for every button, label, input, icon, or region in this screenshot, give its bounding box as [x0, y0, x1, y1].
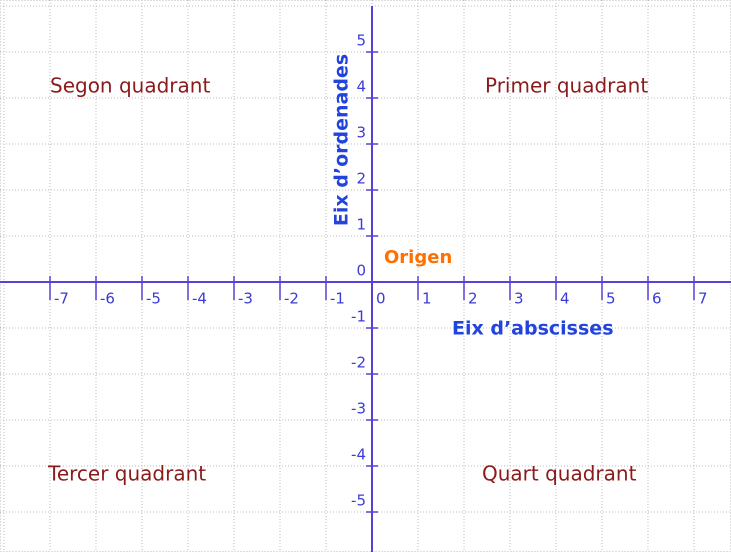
- origin-label: Origen: [384, 247, 452, 268]
- x-tick-label: 2: [468, 290, 478, 308]
- y-tick-label: 5: [356, 32, 366, 50]
- quadrant-label: Segon quadrant: [50, 74, 210, 98]
- y-tick-label: -2: [351, 354, 366, 372]
- x-tick-label: 7: [698, 290, 708, 308]
- y-tick-label: -1: [351, 308, 366, 326]
- x-tick-label: -4: [192, 290, 207, 308]
- x-tick-label: -6: [100, 290, 115, 308]
- x-tick-label: -3: [238, 290, 253, 308]
- x-tick-label: 1: [422, 290, 432, 308]
- ticks: -7 -6 -5 -4 -3 -2 -1 0 1 2 3 4 5 6 7 -5 -4 -3 -2 -1 0 1 2 3 4 5: [49, 32, 708, 513]
- x-tick-label: 5: [606, 290, 616, 308]
- y-tick-label: 3: [356, 124, 366, 142]
- quadrant-label: Primer quadrant: [485, 74, 648, 98]
- y-axis-label: Eix d’ordenades: [331, 54, 353, 226]
- x-tick-label: -2: [284, 290, 299, 308]
- x-tick-label: 3: [514, 290, 524, 308]
- x-tick-label: -1: [330, 290, 345, 308]
- quadrant-label: Quart quadrant: [482, 462, 637, 486]
- x-axis-label: Eix d’abscisses: [452, 318, 614, 340]
- y-tick-label: 4: [356, 78, 366, 96]
- y-tick-label: -3: [351, 400, 366, 418]
- quadrant-label: Tercer quadrant: [47, 462, 206, 486]
- x-tick-label: 4: [560, 290, 570, 308]
- y-tick-label: 1: [356, 216, 366, 234]
- x-tick-label: 0: [376, 290, 386, 308]
- x-tick-label: -7: [54, 290, 69, 308]
- x-tick-label: -5: [146, 290, 161, 308]
- x-tick-label: 6: [652, 290, 662, 308]
- y-tick-label: 0: [356, 262, 366, 280]
- y-tick-label: 2: [356, 170, 366, 188]
- y-tick-label: -5: [351, 492, 366, 510]
- y-tick-label: -4: [351, 446, 366, 464]
